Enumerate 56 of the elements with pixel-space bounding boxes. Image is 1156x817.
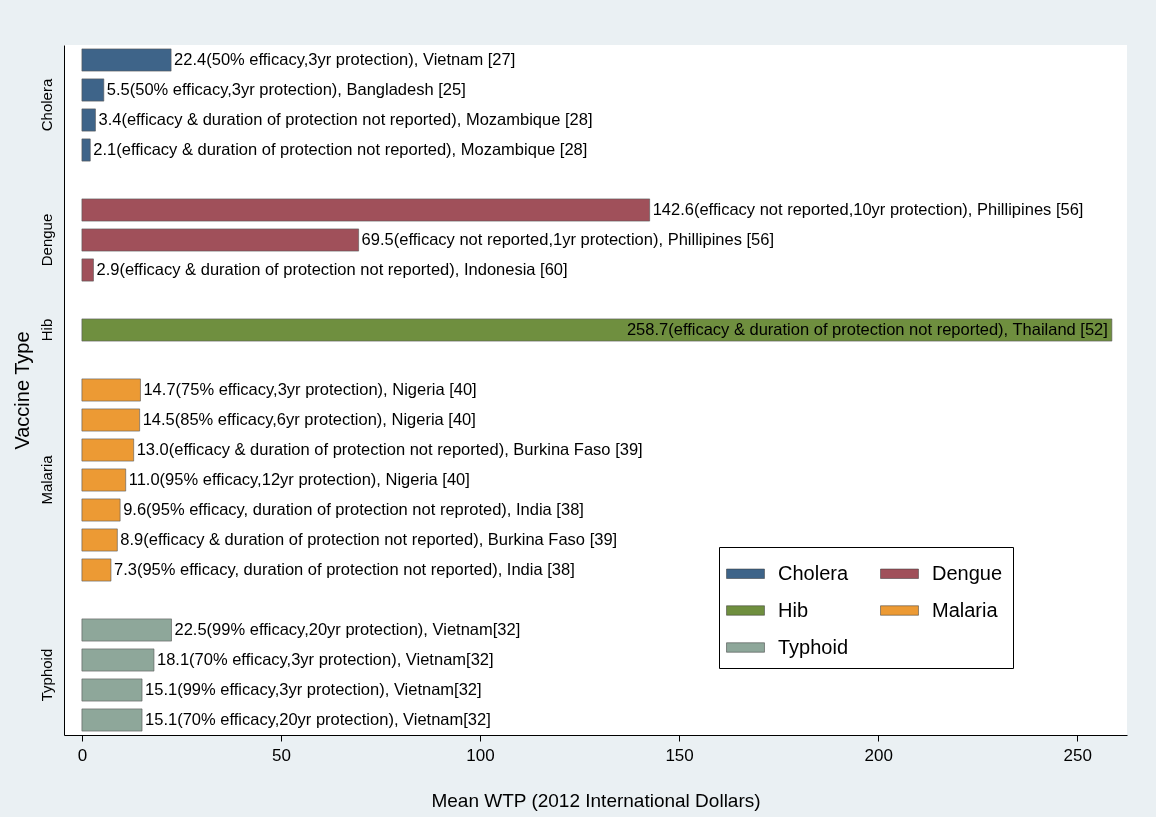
data-label: 2.1(efficacy & duration of protection not reported), Mozambique [28] (93, 140, 588, 158)
data-label: 7.3(95% efficacy, duration of protection not reported), India [38] (113, 560, 575, 578)
bar (81, 528, 118, 552)
bar (81, 408, 140, 432)
x-tick-label: 0 (77, 745, 88, 765)
x-tick-label: 100 (466, 745, 495, 765)
data-label: 15.1(70% efficacy,20yr protection), Vietnam[32] (145, 710, 491, 728)
x-axis-title: Mean WTP (2012 International Dollars) (431, 789, 761, 811)
text: Malaria (38, 455, 55, 505)
bar (81, 48, 172, 72)
bar (81, 438, 134, 462)
x-tick-label: 200 (864, 745, 893, 765)
text: Dengue (38, 213, 55, 267)
y-axis-title: Vaccine Type (10, 331, 33, 450)
legend-label: Malaria (932, 598, 999, 621)
bar (81, 468, 127, 492)
bar (81, 378, 141, 402)
bar (81, 318, 1113, 342)
data-label: 258.7(efficacy & duration of protection not reported), Thailand [52] (626, 320, 1108, 338)
data-label: 8.9(efficacy & duration of protection not reported), Burkina Faso [39] (120, 530, 618, 548)
bar (81, 678, 143, 702)
bar (81, 708, 143, 732)
data-label: 3.4(efficacy & duration of protection not reported), Mozambique [28] (98, 110, 593, 128)
data-label: 15.1(99% efficacy,3yr protection), Vietnam[32] (145, 680, 482, 698)
bar (81, 648, 155, 672)
x-tick-label: 50 (272, 745, 291, 765)
data-label: 9.6(95% efficacy, duration of protection not reproted), India [38] (123, 500, 584, 518)
bar (81, 198, 650, 222)
data-label: 11.0(95% efficacy,12yr protection), Nigeria [40] (128, 470, 470, 488)
bar (81, 228, 359, 252)
bar (81, 138, 91, 162)
text: Cholera (38, 78, 55, 132)
x-tick-label: 250 (1063, 745, 1092, 765)
bar (81, 558, 112, 582)
data-label: 18.1(70% efficacy,3yr protection), Vietnam[32] (156, 650, 494, 668)
data-label: 13.0(efficacy & duration of protection not reported), Burkina Faso [39] (136, 440, 643, 458)
legend-label: Cholera (778, 561, 849, 584)
text: Hib (38, 318, 55, 342)
data-label: 2.9(efficacy & duration of protection not reported), Indonesia [60] (96, 260, 568, 278)
legend-label: Dengue (932, 561, 1003, 584)
bar (81, 78, 105, 102)
legend-label: Hib (778, 598, 809, 621)
data-label: 22.4(50% efficacy,3yr protection), Vietnam [27] (174, 50, 516, 68)
data-label: 69.5(efficacy not reported,1yr protection), Phillipines [56] (361, 230, 775, 248)
data-label: 22.5(99% efficacy,20yr protection), Vietnam[32] (174, 620, 521, 638)
x-tick-label: 150 (665, 745, 694, 765)
data-label: 14.7(75% efficacy,3yr protection), Nigeria [40] (143, 380, 477, 398)
data-label: 14.5(85% efficacy,6yr protection), Nigeria [40] (142, 410, 476, 428)
legend-label: Typhoid (778, 635, 849, 658)
bar (81, 108, 96, 132)
data-label: 5.5(50% efficacy,3yr protection), Bangladesh [25] (106, 80, 466, 98)
text: Typhoid (38, 648, 55, 702)
data-label: 142.6(efficacy not reported,10yr protection), Phillipines [56] (652, 200, 1084, 218)
bar (81, 258, 94, 282)
bar (81, 498, 121, 522)
bar (81, 618, 172, 642)
